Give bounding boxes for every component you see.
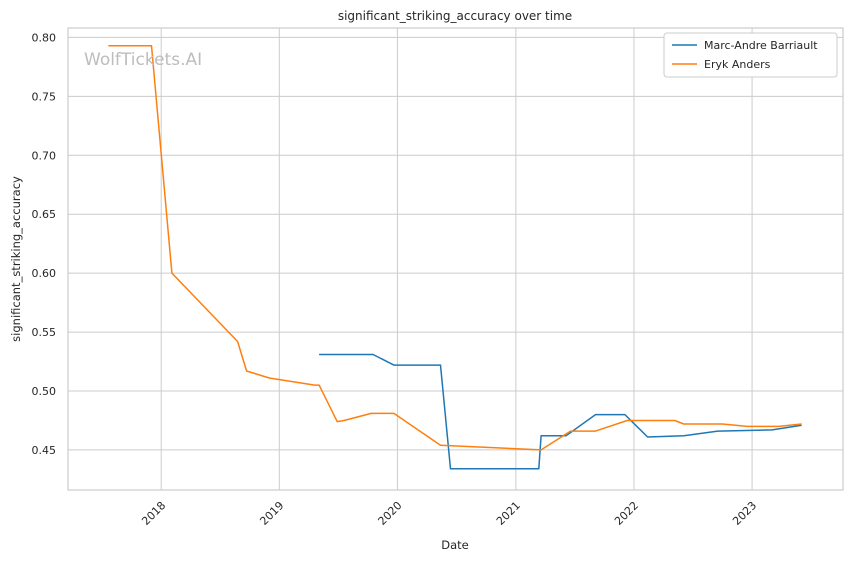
y-tick-label: 0.50	[32, 385, 57, 398]
plot-frame	[67, 27, 844, 491]
y-tick-labels: 0.45 0.50 0.55 0.60 0.65 0.70 0.75 0.80	[32, 31, 57, 457]
y-tick-label: 0.45	[32, 444, 57, 457]
series-line-marc-andre-barriault	[319, 353, 802, 470]
y-axis-label: significant_striking_accuracy	[9, 176, 23, 342]
x-axis-label: Date	[441, 538, 469, 552]
legend: Marc-Andre Barriault Eryk Anders	[663, 32, 838, 78]
series-lines	[108, 44, 802, 470]
legend-box	[663, 32, 838, 78]
watermark-text: WolfTickets.AI	[84, 50, 202, 70]
y-tick-label: 0.80	[32, 31, 57, 44]
y-tick-label: 0.55	[32, 326, 57, 339]
y-tick-label: 0.75	[32, 90, 57, 103]
x-gridlines	[160, 28, 753, 490]
chart-title: significant_striking_accuracy over time	[338, 9, 572, 23]
legend-label-eryk-anders: Eryk Anders	[704, 58, 771, 71]
legend-label-marc-andre-barriault: Marc-Andre Barriault	[704, 39, 818, 52]
y-tick-label: 0.65	[32, 208, 57, 221]
y-tick-label: 0.70	[32, 149, 57, 162]
series-line-eryk-anders	[108, 44, 802, 451]
y-tick-label: 0.60	[32, 267, 57, 280]
